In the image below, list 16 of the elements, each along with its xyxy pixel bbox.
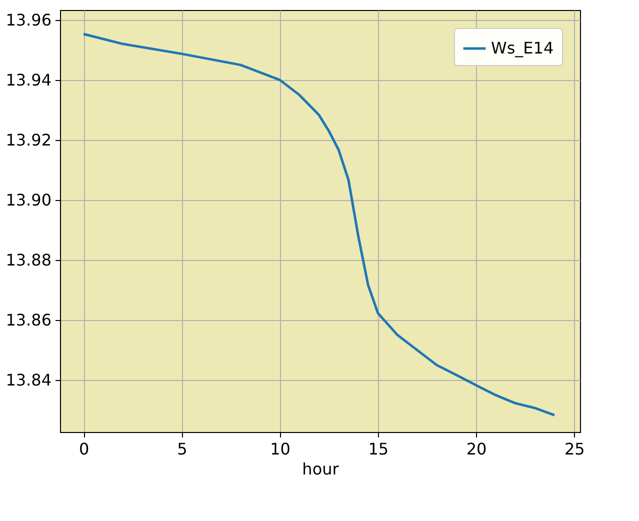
y-tick-label: 13.94 xyxy=(6,70,52,90)
x-tick-label: 5 xyxy=(177,440,188,458)
y-tick-label: 13.88 xyxy=(6,250,52,270)
y-tick-label: 13.92 xyxy=(6,130,52,150)
x-tick-label: 10 xyxy=(270,440,290,458)
y-tick-label: 13.84 xyxy=(6,370,52,390)
legend-label: Ws_E14 xyxy=(491,38,554,58)
y-tick-label: 13.86 xyxy=(6,310,52,330)
x-axis-title: hour xyxy=(302,460,340,478)
x-tick-label: 0 xyxy=(78,440,90,458)
y-tick-label: 13.90 xyxy=(6,190,52,210)
line-series xyxy=(82,32,556,416)
y-tick-label: 13.96 xyxy=(6,10,52,30)
x-tick-label: 20 xyxy=(466,440,487,458)
x-tick-label: 25 xyxy=(564,440,585,458)
x-tick-label: 15 xyxy=(368,440,389,458)
